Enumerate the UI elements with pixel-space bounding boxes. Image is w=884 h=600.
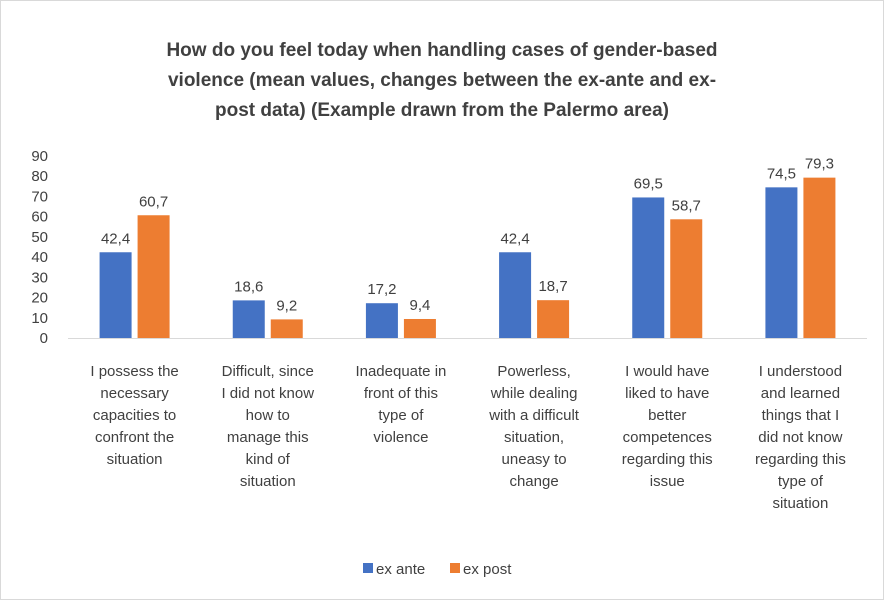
category-label-line: competences bbox=[623, 429, 712, 446]
category-label-line: I understood bbox=[759, 363, 842, 380]
category-label-line: regarding this bbox=[622, 451, 713, 468]
category-label-line: how to bbox=[246, 407, 290, 424]
category-label-line: Difficult, since bbox=[222, 363, 314, 380]
category-label-line: issue bbox=[650, 473, 685, 490]
data-label: 74,5 bbox=[767, 165, 796, 182]
category-label-line: type of bbox=[378, 407, 424, 424]
bar bbox=[765, 187, 798, 338]
category-label-line: situation bbox=[240, 473, 296, 490]
category-label-line: regarding this bbox=[755, 451, 846, 468]
category-label-line: while dealing bbox=[490, 385, 578, 402]
bar bbox=[499, 252, 532, 338]
data-label: 42,4 bbox=[101, 230, 130, 247]
category-label-line: I would have bbox=[625, 363, 709, 380]
category-label-line: violence bbox=[373, 429, 428, 446]
y-tick-label: 20 bbox=[31, 290, 48, 307]
category-label-line: did not know bbox=[758, 429, 842, 446]
data-label: 69,5 bbox=[634, 175, 663, 192]
y-tick-label: 80 bbox=[31, 168, 48, 185]
legend-label: ex ante bbox=[376, 561, 425, 578]
category-label-line: capacities to bbox=[93, 407, 176, 424]
bar bbox=[99, 252, 132, 338]
bar bbox=[270, 319, 303, 338]
category-label-line: I did not know bbox=[221, 385, 314, 402]
category-label-line: uneasy to bbox=[502, 451, 567, 468]
data-label: 18,7 bbox=[538, 278, 567, 295]
category-label-line: front of this bbox=[364, 385, 438, 402]
category-label-line: things that I bbox=[762, 407, 840, 424]
bar bbox=[803, 177, 836, 338]
bar bbox=[632, 197, 665, 338]
data-label: 42,4 bbox=[500, 230, 529, 247]
bar bbox=[537, 300, 570, 338]
bar bbox=[232, 300, 265, 338]
legend-swatch bbox=[363, 563, 373, 573]
category-label-line: and learned bbox=[761, 385, 840, 402]
data-label: 79,3 bbox=[805, 156, 834, 173]
category-label-line: situation bbox=[107, 451, 163, 468]
category-label-line: situation bbox=[772, 495, 828, 512]
data-label: 58,7 bbox=[672, 197, 701, 214]
bar bbox=[365, 303, 398, 338]
legend-swatch bbox=[450, 563, 460, 573]
bar bbox=[670, 219, 703, 338]
category-label-line: situation, bbox=[504, 429, 564, 446]
y-tick-label: 90 bbox=[31, 148, 48, 165]
data-label: 9,2 bbox=[276, 297, 297, 314]
category-label-line: change bbox=[509, 473, 558, 490]
chart-title-line: post data) (Example drawn from the Paler… bbox=[215, 100, 669, 121]
data-label: 9,4 bbox=[409, 297, 430, 314]
data-label: 60,7 bbox=[139, 193, 168, 210]
category-label-line: necessary bbox=[100, 385, 169, 402]
y-tick-label: 0 bbox=[40, 330, 48, 347]
y-tick-label: 50 bbox=[31, 229, 48, 246]
category-label-line: liked to have bbox=[625, 385, 709, 402]
category-label-line: with a difficult bbox=[488, 407, 580, 424]
category-label-line: kind of bbox=[246, 451, 291, 468]
data-label: 17,2 bbox=[367, 281, 396, 298]
bar bbox=[403, 318, 436, 338]
category-label-line: type of bbox=[778, 473, 824, 490]
category-label-line: confront the bbox=[95, 429, 174, 446]
data-label: 18,6 bbox=[234, 278, 263, 295]
y-tick-label: 10 bbox=[31, 310, 48, 327]
chart-title-line: violence (mean values, changes between t… bbox=[168, 70, 716, 91]
category-label-line: manage this bbox=[227, 429, 309, 446]
y-tick-label: 60 bbox=[31, 209, 48, 226]
bar bbox=[137, 215, 170, 338]
category-label-line: Powerless, bbox=[497, 363, 570, 380]
chart-title-line: How do you feel today when handling case… bbox=[166, 40, 717, 61]
y-tick-label: 40 bbox=[31, 249, 48, 266]
category-label-line: Inadequate in bbox=[355, 363, 446, 380]
category-label-line: better bbox=[648, 407, 686, 424]
y-tick-label: 70 bbox=[31, 188, 48, 205]
y-tick-label: 30 bbox=[31, 269, 48, 286]
legend-label: ex post bbox=[463, 561, 512, 578]
category-label-line: I possess the bbox=[90, 363, 178, 380]
